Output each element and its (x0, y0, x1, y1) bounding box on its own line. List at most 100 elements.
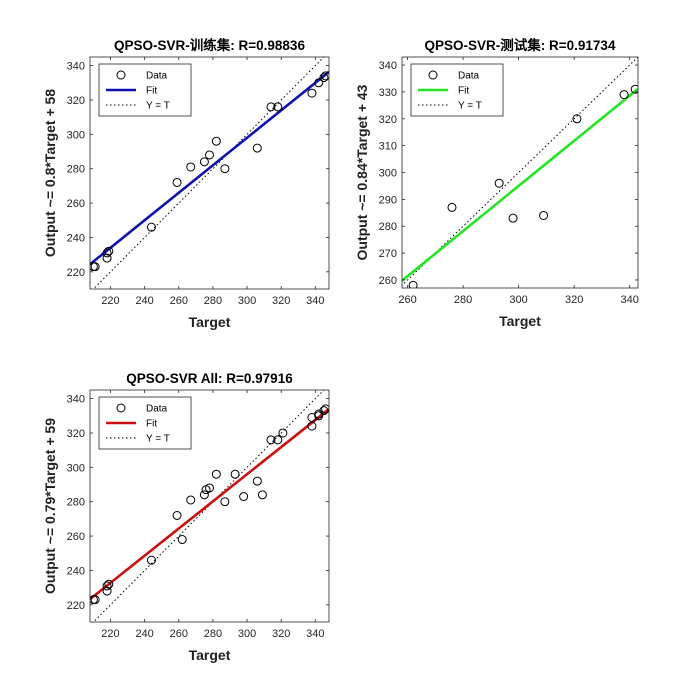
test-data-point (447, 202, 457, 212)
all-x-tick-label: 340 (306, 628, 324, 640)
test-plot-content (402, 57, 638, 288)
all-y-tick-label: 300 (67, 462, 85, 474)
test-data-point (630, 84, 638, 94)
all-legend-identity-label: Y = T (146, 434, 170, 445)
test-y-tick-label: 310 (379, 141, 397, 153)
test-data-point (572, 114, 582, 124)
all-data-point (186, 495, 196, 505)
all-data-point (104, 579, 114, 589)
all-data-point (278, 428, 288, 438)
train-chart: 220 240 260 280 300 320 340 220 240 260 280 300 320 3… (42, 37, 330, 330)
all-data-point (266, 435, 276, 445)
all-data-point (172, 510, 182, 520)
test-y-tick-label: 280 (379, 221, 397, 233)
all-data-point (90, 595, 100, 605)
train-data-point (321, 71, 329, 81)
all-x-tick-label: 220 (101, 628, 119, 640)
test-data-point (494, 178, 504, 188)
train-axes-frame (89, 56, 330, 290)
test-data-point (539, 210, 549, 220)
train-y-tick-label: 220 (67, 267, 85, 279)
all-y-tick-label: 220 (67, 600, 85, 612)
all-data-point (257, 490, 267, 500)
train-data-point (266, 102, 276, 112)
train-y-axis-label: Output ~= 0.8*Target + 58 (42, 89, 58, 257)
train-data-point (220, 164, 230, 174)
test-legend-data-label: Data (458, 71, 480, 82)
test-x-tick-label: 340 (620, 294, 638, 306)
all-x-axis-label: Target (189, 647, 231, 663)
all-legend-data-marker (116, 403, 126, 413)
train-legend-data-label: Data (146, 71, 168, 82)
train-data-point (314, 78, 324, 88)
all-x-tick-label: 320 (272, 628, 290, 640)
train-legend: Data Fit Y = T (98, 63, 192, 117)
all-axes-frame (89, 389, 330, 623)
train-data-point (199, 157, 209, 167)
train-x-tick-label: 220 (101, 295, 119, 307)
all-data-point (319, 406, 329, 416)
all-data-point (230, 469, 240, 479)
train-x-tick-label: 340 (306, 295, 324, 307)
train-legend-data-marker (116, 70, 126, 80)
train-y-tick-label: 280 (67, 164, 85, 176)
all-data-point (205, 483, 214, 493)
all-x-tick-label: 280 (204, 628, 222, 640)
train-y-tick-label: 320 (67, 95, 85, 107)
test-chart-title: QPSO-SVR-测试集: R=0.91734 (425, 37, 616, 53)
all-fit-line (90, 408, 329, 601)
train-data-point (319, 73, 329, 83)
test-x-tick-label: 260 (398, 294, 416, 306)
train-y-tick-label: 260 (67, 198, 85, 210)
train-y-tick-label: 300 (67, 129, 85, 141)
all-x-tick-label: 240 (135, 628, 153, 640)
test-data-point (408, 280, 418, 288)
all-y-tick-label: 320 (67, 428, 85, 440)
train-data-point (102, 248, 112, 258)
test-y-tick-label: 330 (379, 87, 397, 99)
all-y-tick-label: 260 (67, 531, 85, 543)
test-data-point (619, 90, 629, 100)
test-legend: Data Fit Y = T (410, 63, 504, 117)
test-fit-line (402, 87, 638, 282)
test-x-tick-label: 300 (509, 294, 527, 306)
train-x-tick-label: 300 (238, 295, 256, 307)
train-data-point (307, 88, 317, 98)
test-y-tick-label: 300 (379, 168, 397, 180)
all-chart: 220 240 260 280 300 320 340 220 240 260 280 300 320 3… (42, 371, 330, 663)
test-x-axis-label: Target (499, 313, 541, 329)
train-data-point (146, 222, 156, 232)
test-y-tick-label: 270 (379, 248, 397, 260)
test-y-tick-label: 290 (379, 194, 397, 206)
all-x-tick-label: 300 (238, 628, 256, 640)
all-data-point (307, 421, 317, 431)
test-legend-fit-label: Fit (458, 86, 469, 97)
test-y-tick-label: 340 (379, 60, 397, 72)
train-fit-line (90, 70, 329, 266)
train-chart-title: QPSO-SVR-训练集: R=0.98836 (114, 37, 305, 53)
train-x-axis-label: Target (189, 314, 231, 330)
test-y-tick-label: 320 (379, 114, 397, 126)
all-data-point (177, 535, 187, 545)
all-data-point (211, 469, 221, 479)
train-legend-identity-label: Y = T (146, 101, 170, 112)
train-data-point (90, 262, 100, 272)
test-x-tick-label: 320 (565, 294, 583, 306)
all-data-point (146, 555, 156, 565)
train-x-tick-label: 240 (135, 295, 153, 307)
test-y-tick-label: 260 (379, 275, 397, 287)
test-chart: 260 280 300 320 340 260 270 280 290 300 310 320 330 3… (354, 37, 639, 329)
train-x-tick-label: 280 (204, 295, 222, 307)
all-data-point (321, 404, 329, 414)
train-data-point (211, 136, 221, 146)
train-y-tick-label: 340 (67, 61, 85, 73)
all-y-tick-label: 280 (67, 497, 85, 509)
train-x-tick-label: 260 (170, 295, 188, 307)
test-legend-identity-label: Y = T (458, 101, 482, 112)
all-x-tick-label: 260 (170, 628, 188, 640)
test-x-tick-label: 280 (454, 294, 472, 306)
train-data-point (252, 143, 262, 153)
all-data-point (199, 490, 209, 500)
train-x-tick-label: 320 (272, 295, 290, 307)
